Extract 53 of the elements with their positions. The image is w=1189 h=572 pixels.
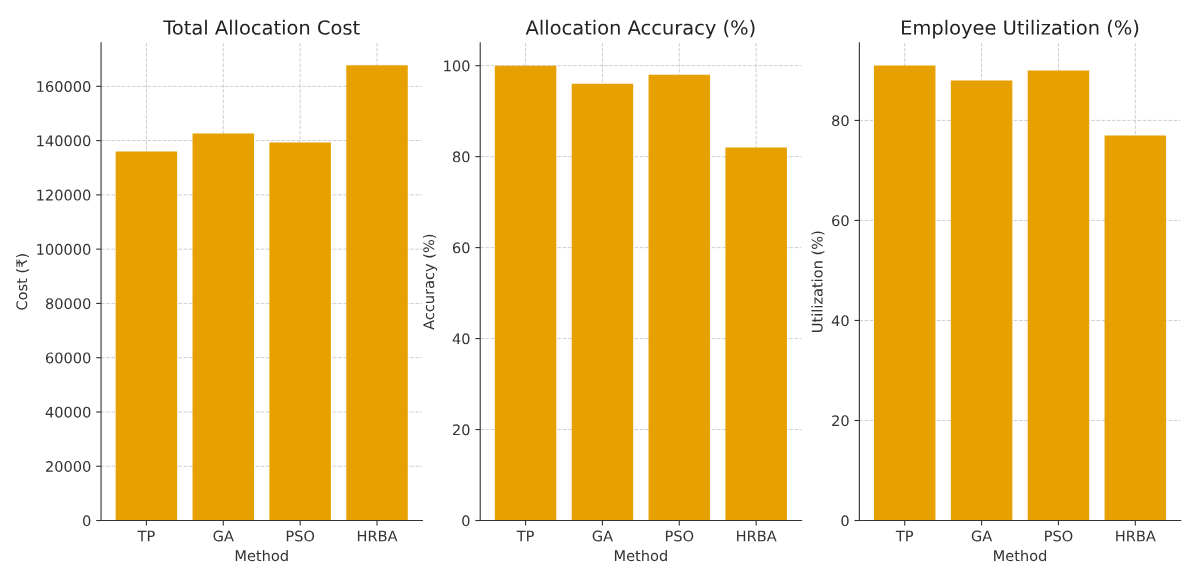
chart-title: Total Allocation Cost [163, 19, 360, 35]
bar [725, 147, 787, 521]
y-tick-label: 20 [832, 415, 849, 427]
y-tick-label: 60 [832, 215, 849, 227]
y-tick-label: 20000 [46, 460, 91, 472]
y-tick-label: 80 [452, 151, 470, 163]
y-tick-label: 0 [83, 515, 91, 527]
x-tick-label: HRBA [357, 530, 398, 542]
x-tick-label: PSO [1045, 530, 1073, 542]
x-tick-label: HRBA [1116, 530, 1156, 542]
bar [648, 74, 711, 521]
bar [1027, 70, 1090, 521]
y-tick-label: 100 [444, 60, 470, 72]
y-tick-label: 80 [832, 115, 849, 127]
y-axis-title: Cost (₹) [16, 254, 30, 310]
y-tick-label: 80000 [45, 298, 91, 310]
y-tick-label: 0 [462, 515, 470, 527]
y-axis-title: Utilization (%) [811, 231, 825, 332]
bar [346, 65, 408, 521]
bar [950, 80, 1013, 521]
y-tick-label: 40 [831, 315, 849, 327]
x-axis-title: Method [994, 549, 1047, 562]
bar [1104, 135, 1167, 521]
y-tick-label: 40 [452, 333, 470, 345]
x-tick-label: PSO [286, 530, 315, 542]
y-tick-label: 160000 [37, 81, 91, 93]
bar [873, 65, 936, 521]
bar [192, 133, 255, 521]
y-tick-label: 100000 [37, 243, 91, 255]
x-tick-label: HRBA [737, 530, 777, 542]
bar [571, 83, 634, 521]
x-axis-title: Method [235, 549, 288, 562]
y-tick-label: 120000 [37, 189, 91, 201]
x-tick-label: TP [137, 530, 155, 542]
bar [494, 65, 557, 521]
y-tick-label: 60 [452, 242, 470, 254]
y-tick-label: 0 [841, 515, 849, 527]
y-tick-label: 20 [453, 424, 470, 436]
y-axis-title: Accuracy (%) [423, 234, 438, 330]
x-tick-label: GA [213, 530, 234, 542]
bar [269, 142, 331, 521]
x-tick-label: GA [592, 530, 613, 542]
y-tick-label: 60000 [45, 352, 91, 364]
x-tick-label: TP [895, 530, 914, 542]
chart-title: Employee Utilization (%) [902, 19, 1139, 39]
bar [115, 151, 178, 521]
x-axis-title: Method [614, 549, 667, 562]
chart-title: Allocation Accuracy (%) [525, 19, 755, 39]
x-tick-label: GA [971, 530, 993, 542]
y-tick-label: 140000 [37, 135, 91, 147]
x-tick-label: TP [516, 530, 534, 542]
y-tick-label: 40000 [45, 406, 91, 418]
x-tick-label: PSO [665, 530, 694, 542]
